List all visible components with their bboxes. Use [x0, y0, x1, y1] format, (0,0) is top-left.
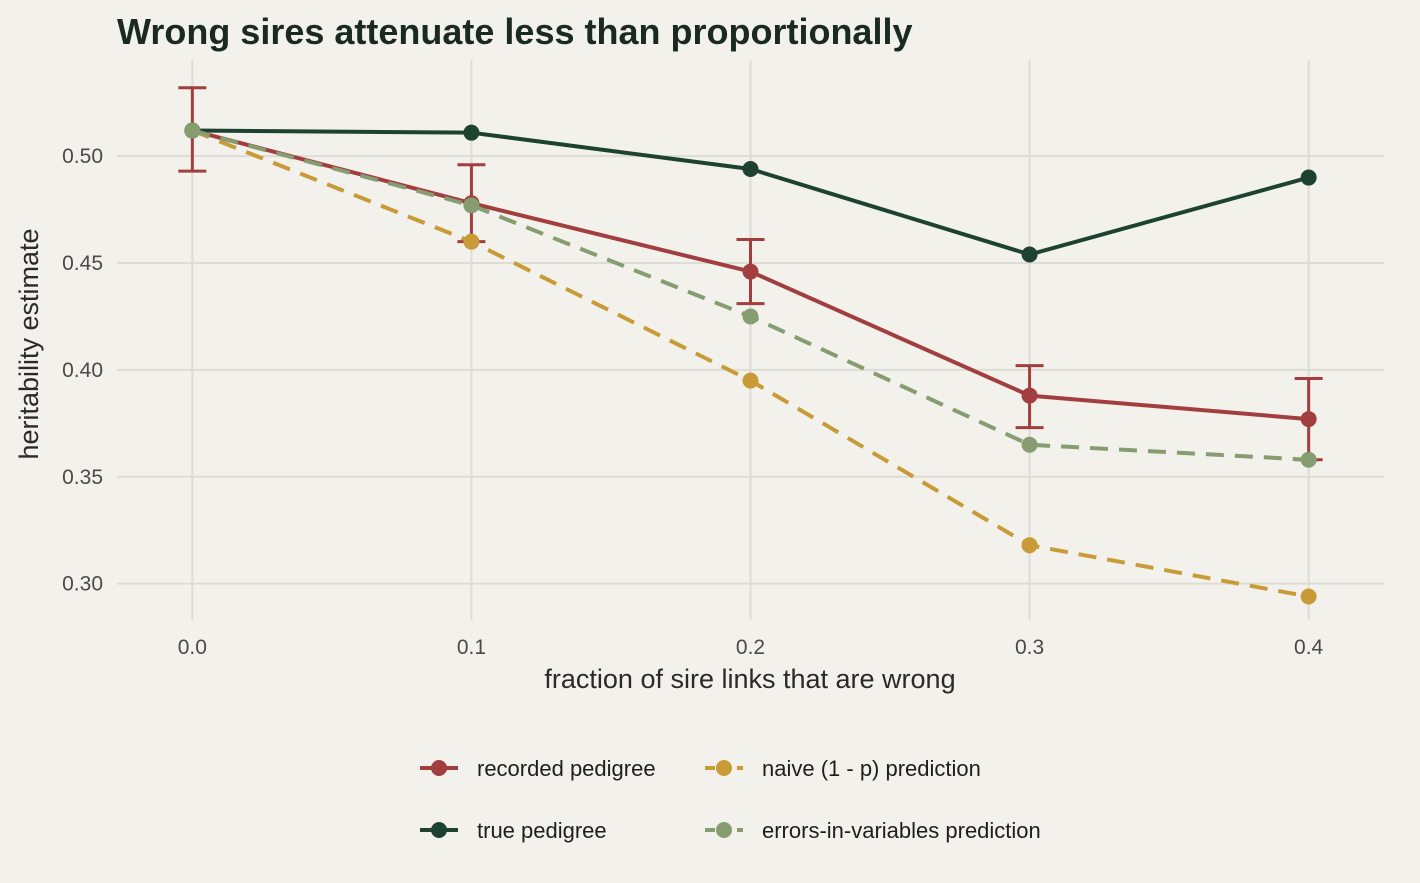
errors-in-variables-prediction-point: [742, 308, 759, 325]
true-pedigree-point: [463, 124, 480, 141]
series-layer: [178, 86, 1323, 605]
grid-layer: [117, 60, 1384, 620]
x-axis-label: fraction of sire links that are wrong: [544, 664, 955, 694]
x-tick-label: 0.2: [736, 636, 765, 659]
naive-1-p-prediction-point: [463, 233, 480, 250]
legend: recorded pedigree naive (1 - p) predictio…: [420, 756, 1041, 843]
recorded-pedigree-point: [1300, 411, 1317, 428]
naive-1-p-prediction-point: [1300, 588, 1317, 605]
recorded-pedigree-point: [742, 263, 759, 280]
legend-item-recorded-pedigree: recorded pedigree: [420, 756, 656, 781]
chart-title: Wrong sires attenuate less than proporti…: [117, 11, 912, 52]
naive-1-p-prediction-point: [1021, 537, 1038, 554]
axis-layer: 0.0 0.1 0.2 0.3 0.4 0.30 0.35 0.40 0.45 0.50: [62, 145, 1323, 659]
legend-label: naive (1 - p) prediction: [762, 756, 981, 781]
legend-label: errors-in-variables prediction: [762, 818, 1041, 843]
y-axis-label: heritability estimate: [14, 228, 44, 459]
y-tick-label: 0.30: [62, 573, 103, 596]
legend-item-errors-in-variables-prediction: errors-in-variables prediction: [705, 818, 1041, 843]
true-pedigree-point: [1300, 169, 1317, 186]
y-tick-label: 0.45: [62, 252, 103, 275]
errors-in-variables-prediction-point: [463, 197, 480, 214]
legend-key-point: [431, 760, 447, 776]
x-tick-label: 0.0: [178, 636, 207, 659]
legend-key-point: [716, 760, 732, 776]
naive-1-p-prediction-point: [742, 372, 759, 389]
legend-item-true-pedigree: true pedigree: [420, 818, 607, 843]
errors-in-variables-prediction-point: [184, 122, 201, 139]
legend-key-point: [431, 822, 447, 838]
x-tick-label: 0.3: [1015, 636, 1044, 659]
y-tick-label: 0.40: [62, 359, 103, 382]
errors-in-variables-prediction-point: [1021, 436, 1038, 453]
legend-key-point: [716, 822, 732, 838]
recorded-pedigree-point: [1021, 387, 1038, 404]
true-pedigree-point: [1021, 246, 1038, 263]
y-tick-label: 0.50: [62, 145, 103, 168]
y-tick-label: 0.35: [62, 466, 103, 489]
legend-item-naive-1-p-prediction: naive (1 - p) prediction: [705, 756, 981, 781]
x-tick-label: 0.1: [457, 636, 486, 659]
legend-label: true pedigree: [477, 818, 607, 843]
x-tick-label: 0.4: [1294, 636, 1324, 659]
true-pedigree-point: [742, 161, 759, 178]
errors-in-variables-prediction-point: [1300, 451, 1317, 468]
legend-label: recorded pedigree: [477, 756, 656, 781]
